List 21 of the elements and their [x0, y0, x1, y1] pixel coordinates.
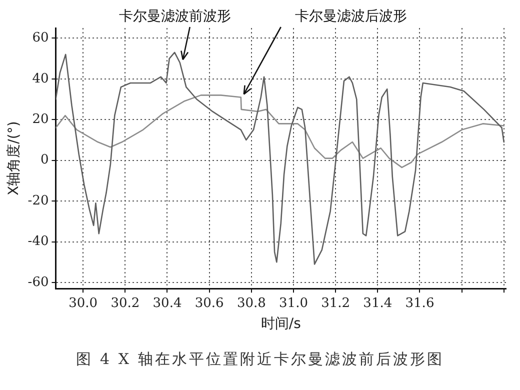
- x-tick-label: 30.2: [110, 296, 140, 311]
- y-tick-label: 20: [32, 112, 49, 127]
- y-tick-label: 0: [40, 152, 49, 168]
- y-tick-label: 40: [32, 71, 49, 86]
- y-tick-label: -20: [28, 193, 49, 208]
- x-tick-label: 30.6: [194, 296, 224, 311]
- x-tick-label: 30.8: [236, 296, 266, 311]
- x-tick-label: 31.2: [321, 296, 350, 311]
- y-tick-label: -40: [28, 234, 49, 250]
- y-axis-title: X轴角度/(°): [6, 121, 22, 196]
- x-axis-title: 时间/s: [260, 316, 301, 332]
- y-tick-label: -60: [28, 274, 49, 290]
- x-tick-label: 30.4: [152, 296, 182, 311]
- text: 图 4 X 轴在水平位置附近卡尔曼滤波前后波形图: [75, 350, 445, 369]
- x-tick-label: 31.0: [279, 296, 308, 311]
- y-tick-label: 60: [32, 30, 49, 46]
- x-tick-label: 31.6: [405, 296, 434, 311]
- annotation: 卡尔曼滤波后波形: [294, 8, 407, 25]
- x-tick-label: 31.4: [363, 296, 392, 311]
- x-tick-label: 30.0: [68, 296, 98, 311]
- annotation: 卡尔曼滤波前波形: [118, 8, 231, 25]
